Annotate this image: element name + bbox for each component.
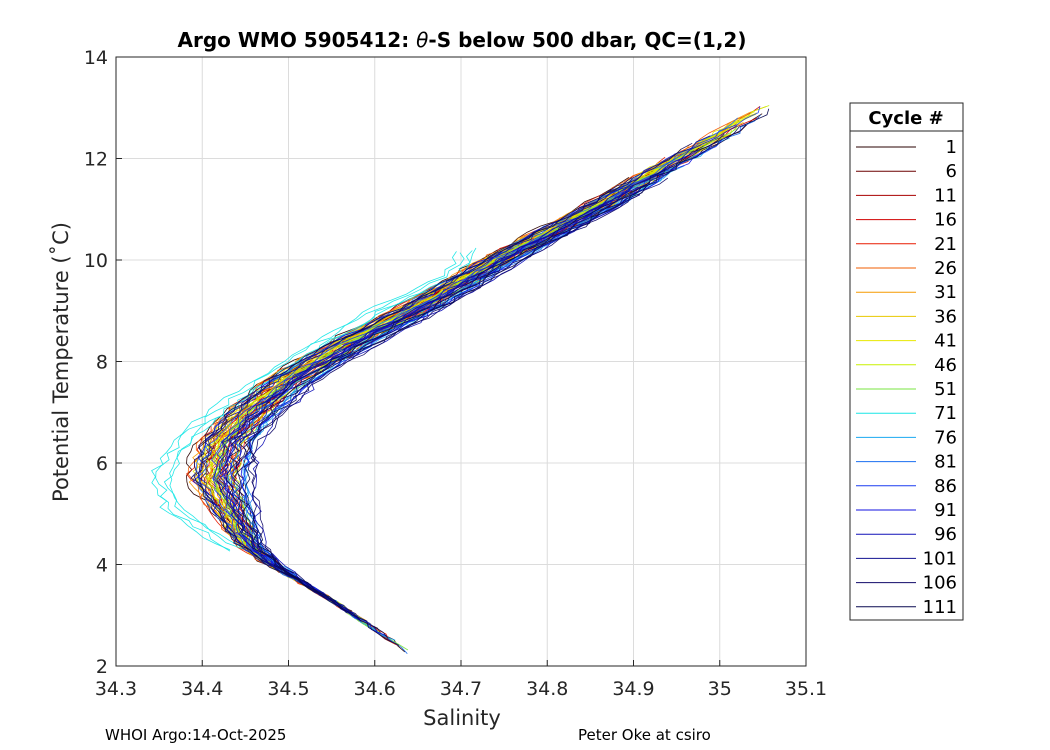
y-tick-label: 10 <box>84 250 108 272</box>
profile-trace <box>243 186 647 614</box>
profile-trace <box>214 149 700 577</box>
y-tick-label: 6 <box>96 453 108 475</box>
legend-label: 101 <box>923 548 957 569</box>
profile-trace <box>211 106 761 607</box>
y-axis-label: Potential Temperature (˚C) <box>49 222 73 502</box>
legend-label: 111 <box>923 597 957 618</box>
profile-trace <box>235 108 770 639</box>
legend-label: 26 <box>934 258 957 279</box>
legend-label: 1 <box>946 137 957 158</box>
legend-label: 96 <box>934 524 957 545</box>
legend-label: 91 <box>934 500 957 521</box>
profile-trace <box>155 252 465 552</box>
profile-trace <box>213 153 685 611</box>
chart-title-prefix: Argo WMO 5905412: <box>178 28 417 52</box>
x-tick-label: 35 <box>708 678 732 700</box>
profile-trace <box>224 166 666 612</box>
profile-trace <box>250 177 669 611</box>
profile-trace <box>190 142 693 595</box>
profile-traces <box>151 105 770 654</box>
legend-label: 76 <box>934 427 957 448</box>
legend-label: 11 <box>934 185 957 206</box>
legend-label: 16 <box>934 210 957 231</box>
y-tick-label: 12 <box>84 149 108 171</box>
legend-label: 51 <box>934 379 957 400</box>
profile-trace <box>197 135 711 612</box>
legend-items: 1611162126313641465171768186919610110611… <box>856 137 957 618</box>
legend-label: 41 <box>934 331 957 352</box>
footer-left: WHOI Argo:14-Oct-2025 <box>105 726 286 744</box>
profile-trace <box>199 174 643 602</box>
legend-label: 21 <box>934 234 957 255</box>
legend-label: 31 <box>934 282 957 303</box>
profile-trace <box>226 133 725 646</box>
y-tick-label: 2 <box>96 656 108 678</box>
x-tick-label: 34.9 <box>612 678 654 700</box>
legend-label: 86 <box>934 476 957 497</box>
y-tick-label: 8 <box>96 352 108 374</box>
chart-title: Argo WMO 5905412: θ-S below 500 dbar, QC… <box>178 28 747 52</box>
x-axis-label: Salinity <box>423 706 501 730</box>
legend-title: Cycle # <box>868 108 943 129</box>
footer-right: Peter Oke at csiro <box>578 726 711 744</box>
profile-trace <box>247 183 651 574</box>
y-tick-label: 4 <box>96 555 108 577</box>
x-tick-label: 34.3 <box>95 678 137 700</box>
legend-label: 46 <box>934 355 957 376</box>
profile-trace <box>169 247 477 547</box>
profile-trace <box>218 168 666 596</box>
legend-label: 81 <box>934 452 957 473</box>
legend-label: 106 <box>923 573 957 594</box>
profile-trace <box>163 250 473 550</box>
x-tick-label: 35.1 <box>785 678 827 700</box>
x-tick-label: 34.7 <box>440 678 482 700</box>
legend-label: 6 <box>946 161 957 182</box>
x-tick-label: 34.4 <box>181 678 223 700</box>
chart-title-symbol: θ <box>416 28 428 52</box>
x-tick-label: 34.6 <box>354 678 396 700</box>
axis-ticks: 34.3 34.4 34.5 34.6 34.7 34.8 34.9 35 35.1 2 4 6 8 10… <box>84 47 827 700</box>
chart-title-suffix: -S below 500 dbar, QC=(1,2) <box>428 28 746 52</box>
y-tick-label: 14 <box>84 47 108 69</box>
profile-trace <box>193 177 632 580</box>
legend-label: 71 <box>934 403 957 424</box>
x-tick-label: 34.8 <box>526 678 568 700</box>
legend-label: 36 <box>934 306 957 327</box>
legend: Cycle # 16111621263136414651717681869196… <box>849 102 964 621</box>
x-tick-label: 34.5 <box>267 678 309 700</box>
